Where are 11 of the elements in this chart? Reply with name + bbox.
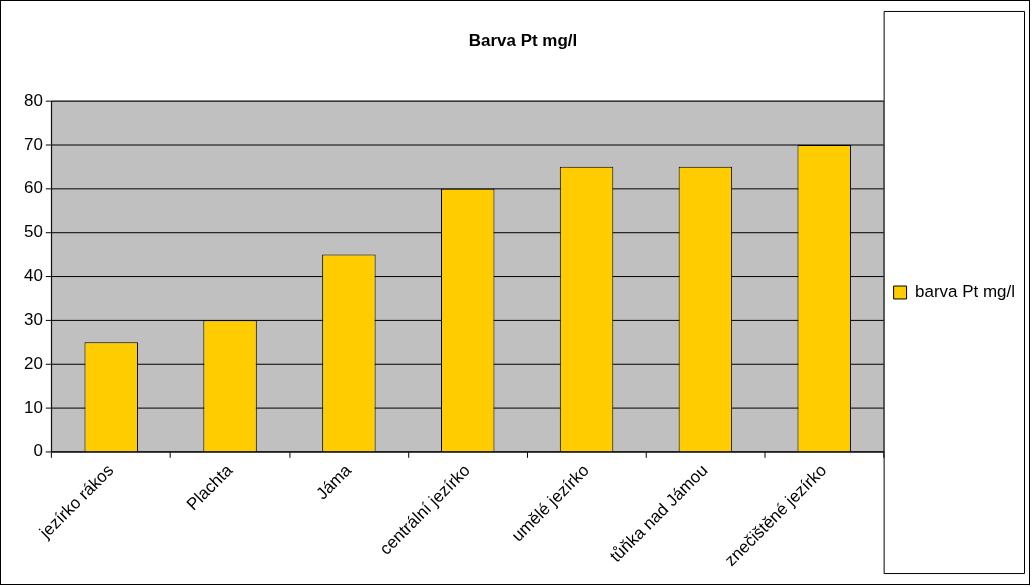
- y-tick-label: 40: [23, 266, 43, 286]
- y-tick-label: 50: [23, 222, 43, 242]
- y-tick-label: 70: [23, 134, 43, 154]
- legend-label: barva Pt mg/l: [915, 282, 1015, 302]
- y-tick-label: 10: [23, 397, 43, 417]
- chart-title: Barva Pt mg/l: [468, 30, 578, 50]
- y-tick-label: 60: [23, 178, 43, 198]
- y-tick-label: 80: [23, 90, 43, 110]
- y-tick-label: 0: [33, 441, 43, 461]
- y-tick-label: 30: [23, 309, 43, 329]
- y-tick-label: 20: [23, 353, 43, 373]
